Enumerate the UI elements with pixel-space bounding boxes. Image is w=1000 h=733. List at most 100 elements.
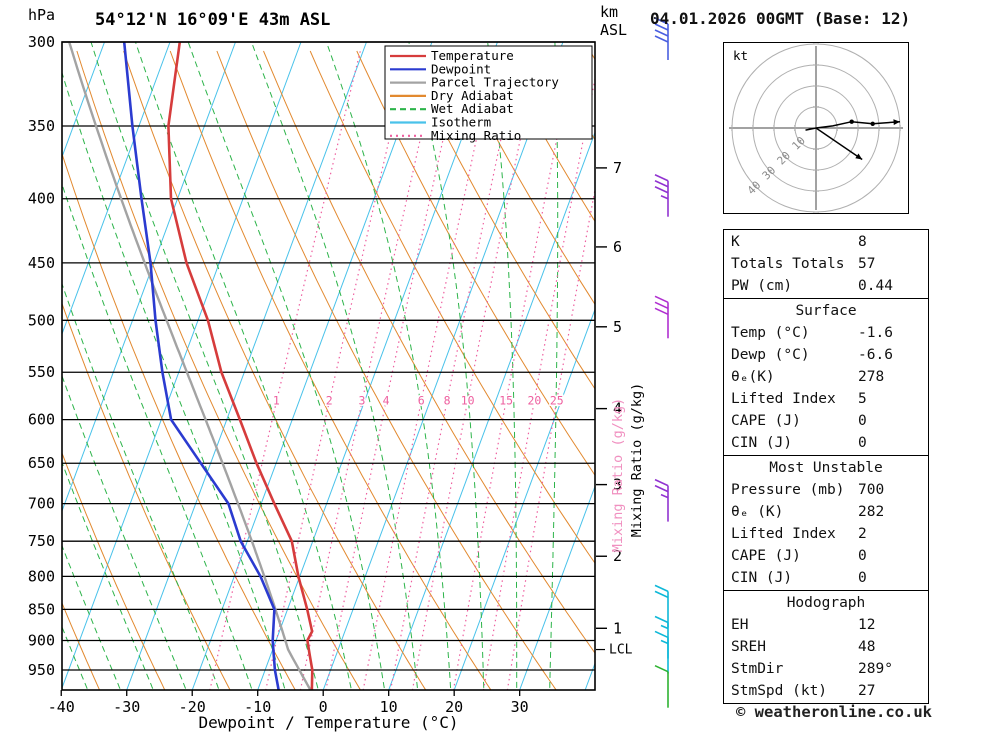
plot-border (61, 41, 596, 691)
svg-text:900: 900 (28, 632, 55, 650)
stats-row: EH 12 (724, 614, 928, 636)
stats-label: EH (731, 617, 749, 633)
stats-value: 0 (858, 570, 867, 586)
svg-text:300: 300 (28, 33, 55, 51)
stats-row: θₑ (K) 282 (724, 501, 928, 523)
x-axis-title: Dewpoint / Temperature (°C) (198, 713, 458, 732)
trace-dot (870, 121, 875, 127)
stats-row: Pressure (mb) 700 (724, 479, 928, 501)
profiles (68, 42, 314, 690)
stats-label: StmDir (731, 661, 784, 677)
stats-label: Pressure (mb) (731, 482, 845, 498)
svg-text:2: 2 (326, 394, 333, 408)
stats-label: Totals Totals (731, 256, 845, 272)
stats-value: 12 (858, 617, 876, 633)
stats-row: θₑ(K) 278 (724, 366, 928, 388)
copyright: © weatheronline.co.uk (736, 703, 932, 721)
hodograph-trace (805, 120, 901, 131)
svg-text:650: 650 (28, 454, 55, 472)
stats-label: Dewp (°C) (731, 347, 810, 363)
svg-text:1: 1 (273, 394, 280, 408)
legend-label: Temperature (431, 48, 514, 63)
stats-value: 0 (858, 548, 867, 564)
stats-section: K 8 Totals Totals 57 PW (cm) 0.44 (723, 229, 929, 299)
trace-dot (849, 119, 854, 124)
stats-label: PW (cm) (731, 278, 793, 294)
svg-text:800: 800 (28, 567, 55, 585)
svg-text:6: 6 (613, 238, 622, 256)
stats-label: CIN (J) (731, 570, 793, 586)
svg-text:950: 950 (28, 661, 55, 679)
wind-barb (654, 615, 669, 659)
stats-section: Surface Temp (°C) -1.6 Dewp (°C) -6.6 θₑ(K) 27… (723, 298, 929, 456)
stats-value: 278 (858, 369, 885, 385)
svg-text:8: 8 (444, 394, 451, 408)
stats-row: Lifted Index 5 (724, 388, 928, 410)
stats-row: Temp (°C) -1.6 (724, 322, 928, 344)
parcel-trajectory-curve (68, 42, 312, 690)
hodograph-unit-label: kt (733, 48, 748, 63)
skewt-diagram: 1 2 3 4 6 8 10 15 20 2530035040045050055060065070… (28, 3, 669, 732)
stats-row: StmSpd (kt) 27 (724, 680, 928, 702)
stats-label: CAPE (J) (731, 413, 801, 429)
stats-section-header: Most Unstable (769, 460, 883, 476)
lcl-marker: LCL (609, 643, 633, 658)
svg-text:10: 10 (461, 394, 475, 408)
pressure-axis-labels: 300 350 400 450 500 550 600 650 700 750 800 850 900 9… (28, 33, 55, 679)
svg-text:700: 700 (28, 495, 55, 513)
stats-row: CIN (J) 0 (724, 432, 928, 454)
svg-text:4: 4 (383, 394, 390, 408)
stats-value: 0 (858, 435, 867, 451)
svg-text:0: 0 (319, 698, 328, 716)
svg-text:3: 3 (359, 394, 366, 408)
legend-label: Mixing Ratio (431, 128, 521, 143)
legend-label: Wet Adiabat (431, 101, 514, 116)
stats-row: Dewp (°C) -6.6 (724, 344, 928, 366)
wind-barb (654, 17, 669, 60)
stats-row: CAPE (J) 0 (724, 410, 928, 432)
mixing-ratio-axis-title: Mixing Ratio (g/kg) (629, 383, 645, 537)
svg-text:-20: -20 (179, 698, 206, 716)
wind-barb (654, 664, 669, 708)
stats-label: CIN (J) (731, 435, 793, 451)
legend-label: Parcel Trajectory (431, 75, 559, 90)
stats-value: 48 (858, 639, 876, 655)
stats-value: 700 (858, 482, 885, 498)
stats-row: SREH 48 (724, 636, 928, 658)
legend-label: Dry Adiabat (431, 88, 514, 103)
indices-table: K 8 Totals Totals 57 PW (cm) 0.44 Surface Temp … (723, 229, 929, 704)
wind-barb-column (654, 17, 669, 708)
isotherm-lines (62, 42, 595, 690)
wind-barb (654, 584, 669, 628)
svg-text:20: 20 (527, 394, 541, 408)
wind-barb (654, 173, 669, 217)
stats-value: -1.6 (858, 325, 893, 341)
svg-text:7: 7 (613, 159, 622, 177)
stats-section: Hodograph EH 12 SREH 48 StmDir 289° StmSpd (kt)… (723, 590, 929, 704)
stats-row: PW (cm) 0.44 (724, 275, 928, 297)
temperature-curve (167, 42, 314, 690)
svg-text:25: 25 (550, 394, 564, 408)
arrow-head (855, 153, 863, 160)
stats-value: 289° (858, 661, 893, 677)
wind-barb (654, 630, 669, 674)
stats-value: 5 (858, 391, 867, 407)
stats-value: 282 (858, 504, 885, 520)
stats-label: CAPE (J) (731, 548, 801, 564)
pressure-unit-label: hPa (28, 6, 55, 24)
svg-text:750: 750 (28, 532, 55, 550)
svg-text:850: 850 (28, 600, 55, 618)
asl-label: ASL (600, 21, 627, 39)
stats-value: -6.6 (858, 347, 893, 363)
stats-value: 57 (858, 256, 876, 272)
stats-label: θₑ (K) (731, 504, 784, 520)
stats-label: StmSpd (kt) (731, 683, 828, 699)
svg-text:30: 30 (511, 698, 529, 716)
station-title: 54°12'N 16°09'E 43m ASL (95, 10, 330, 30)
svg-text:450: 450 (28, 254, 55, 272)
svg-text:400: 400 (28, 190, 55, 208)
